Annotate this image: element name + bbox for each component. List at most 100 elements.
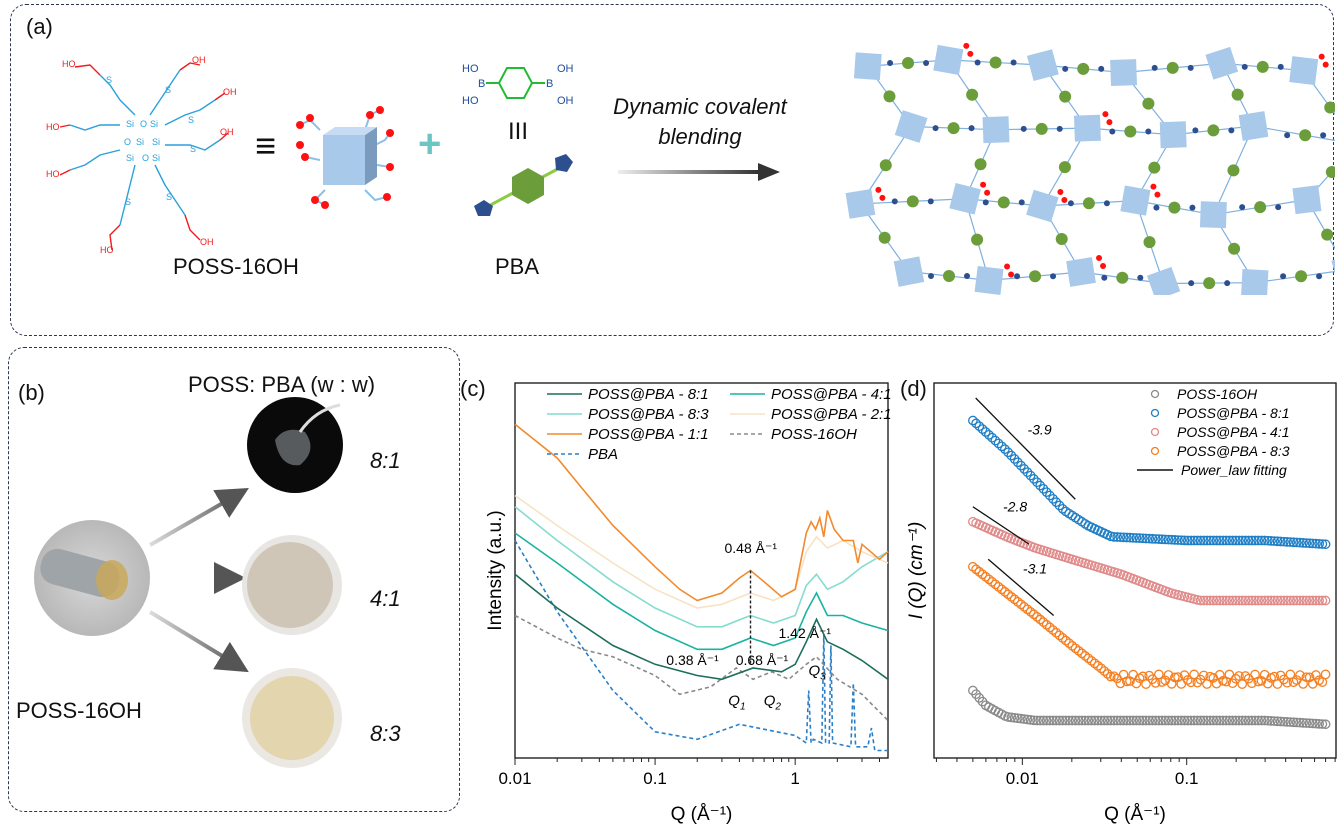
pba-hexagon-icon [883, 90, 896, 103]
data-point [1006, 591, 1017, 602]
peak-tag-q2: Q2 [764, 693, 782, 713]
data-point [974, 566, 985, 577]
data-point [1195, 715, 1206, 726]
data-point [1269, 716, 1280, 726]
x-tick-label: 0.1 [643, 769, 667, 788]
o-atom-label: O [124, 137, 131, 147]
pba-hexagon-icon [1203, 277, 1216, 290]
data-point [1016, 599, 1026, 610]
panel-b-title: POSS: PBA (w : w) [188, 372, 376, 397]
data-point [987, 576, 997, 587]
data-point [1003, 447, 1013, 458]
data-point [1003, 712, 1013, 722]
boronate-icon [1014, 273, 1021, 280]
data-point [1041, 619, 1052, 630]
data-point [1230, 673, 1241, 684]
data-point [1057, 715, 1068, 726]
poss-cube-icon [1073, 114, 1101, 142]
data-point [1160, 534, 1171, 545]
data-point [1189, 535, 1199, 546]
pba-hexagon-icon [1124, 125, 1137, 138]
data-point [1032, 612, 1042, 622]
data-point [1025, 715, 1036, 725]
hydroxyl-dot [1150, 183, 1157, 190]
data-point [1089, 658, 1100, 669]
oh-label: OH [220, 127, 234, 137]
data-point [1282, 677, 1292, 688]
data-point [1250, 715, 1260, 726]
data-point [1205, 715, 1216, 726]
plot-frame [514, 382, 889, 759]
data-point [1038, 617, 1049, 627]
data-point [1246, 535, 1257, 546]
data-point [1243, 715, 1254, 726]
data-point [1154, 534, 1164, 544]
si-atom-label: Si [126, 119, 134, 129]
data-point [1118, 532, 1129, 543]
data-point [1044, 490, 1055, 501]
pba-hexagon-icon [971, 233, 984, 246]
pba-hexagon-icon [943, 270, 956, 283]
hydroxyl-dot [1061, 197, 1068, 204]
pba-hexagon-icon [989, 56, 1002, 69]
data-point [1202, 535, 1212, 546]
poss-cube-icon [974, 265, 1004, 295]
data-point [1121, 532, 1132, 543]
data-point [1186, 677, 1196, 688]
x-tick-label: 0.01 [498, 769, 531, 788]
hydroxyl-dot [980, 181, 987, 188]
data-point [1214, 715, 1225, 726]
data-point [1195, 535, 1206, 546]
data-point [1061, 635, 1071, 646]
data-point [1250, 535, 1260, 546]
data-point [1173, 715, 1183, 726]
series-line-poss-pba-2-1 [514, 494, 889, 609]
data-point [1096, 663, 1106, 674]
data-point [1166, 534, 1177, 545]
data-point [1317, 719, 1328, 729]
data-point [1166, 715, 1177, 726]
data-point [1259, 595, 1270, 606]
data-point [1291, 595, 1302, 606]
data-point [1256, 595, 1267, 606]
slope-label: -2.8 [1003, 499, 1027, 515]
b-atom-label: B [546, 78, 553, 90]
x-tick-label: 0.1 [1175, 769, 1199, 788]
data-point [1144, 715, 1155, 726]
data-point [1086, 715, 1097, 726]
data-point [1224, 715, 1235, 726]
data-point [1131, 678, 1142, 689]
hydroxyl-dot [875, 186, 882, 193]
poss-cube-icon [1331, 253, 1335, 286]
boronate-icon [1103, 200, 1110, 207]
data-point [1131, 715, 1142, 726]
data-point [1205, 535, 1216, 546]
data-point [1067, 641, 1078, 651]
data-point [1089, 715, 1100, 726]
data-point [1157, 534, 1167, 545]
hydroxyl-dot [1154, 191, 1161, 198]
s-atom-label: S [106, 75, 112, 85]
series-markers-poss-pba-8-1 [968, 415, 1331, 550]
data-point [1291, 537, 1302, 548]
sample-4-1-photo [242, 535, 342, 635]
data-point [1067, 715, 1078, 726]
data-point [1057, 633, 1068, 643]
data-point [1150, 715, 1161, 726]
data-point [1250, 595, 1260, 606]
data-point [1038, 715, 1049, 726]
data-point [1093, 660, 1103, 671]
legend-label: POSS@PBA - 4:1 [1177, 424, 1290, 440]
data-point [1028, 474, 1039, 484]
pba-hexagon-icon [1227, 164, 1240, 177]
pba-hexagon-icon [878, 231, 891, 244]
data-point [1282, 717, 1292, 727]
poss-cube-icon [1205, 46, 1239, 80]
data-point [1086, 655, 1097, 666]
data-point [1314, 539, 1325, 549]
boronate-icon [1224, 280, 1231, 287]
data-point [1282, 537, 1292, 547]
data-point [1208, 535, 1219, 546]
ratio-label-8-1: 8:1 [370, 448, 401, 473]
data-point [1064, 638, 1074, 649]
